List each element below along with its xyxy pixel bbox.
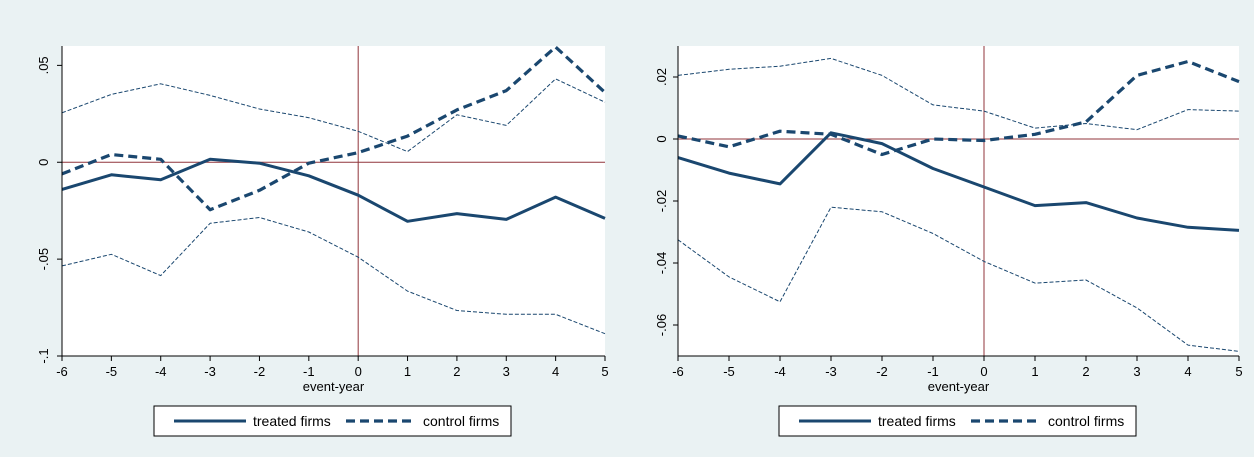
plot-area — [678, 46, 1239, 356]
x-tick-label: -2 — [254, 364, 266, 379]
series-treated-firms — [677, 131, 1240, 232]
series-treated-firms — [61, 157, 606, 223]
confidence-band-line-3 — [677, 206, 1240, 352]
x-tick-label: 1 — [1031, 364, 1038, 379]
x-tick-label: -3 — [204, 364, 216, 379]
x-tick-label: 5 — [601, 364, 608, 379]
chart-panel-2: .02 0 -.02 -.04 -.06 -6 -5 -4 -3 -2 -1 0 1 2 3 4 5 event-… — [654, 46, 1243, 437]
y-tick-label: -.05 — [36, 248, 51, 270]
legend: treated firms control firms — [153, 405, 512, 437]
x-tick-label: -2 — [876, 364, 888, 379]
legend-label-control: control firms — [1048, 413, 1124, 429]
x-tick-label: -6 — [56, 364, 68, 379]
x-tick-label: 0 — [355, 364, 362, 379]
x-tick-label: -4 — [155, 364, 167, 379]
y-tick-label: .02 — [654, 68, 669, 86]
legend-label-control: control firms — [423, 413, 499, 429]
series-control-firms — [677, 59, 1240, 157]
x-tick-label: 3 — [503, 364, 510, 379]
x-tick-label: 2 — [1082, 364, 1089, 379]
y-tick-label: 0 — [36, 159, 51, 166]
legend-label-treated: treated firms — [878, 413, 956, 429]
legend-label-treated: treated firms — [253, 413, 331, 429]
y-tick-label: -.04 — [654, 252, 669, 274]
x-tick-label: -5 — [106, 364, 118, 379]
legend-box — [153, 405, 512, 437]
confidence-band-line-2 — [61, 78, 606, 153]
x-tick-label: 4 — [1184, 364, 1191, 379]
x-tick-label: 5 — [1235, 364, 1242, 379]
confidence-band-line-2 — [677, 57, 1240, 131]
x-axis-title: event-year — [303, 379, 365, 394]
series-control-firms — [61, 45, 607, 212]
x-axis-title: event-year — [928, 379, 990, 394]
x-tick-label: 0 — [980, 364, 987, 379]
y-tick-label: -.06 — [654, 314, 669, 336]
y-tick-label: -.1 — [36, 348, 51, 363]
plot-area — [62, 46, 605, 356]
chart-panel-1: .05 0 -.05 -.1 -6 -5 -4 -3 -2 -1 0 1 2 3 4 5 event-year t… — [36, 45, 609, 437]
legend: treated firms control firms — [778, 405, 1137, 437]
x-tick-label: -5 — [723, 364, 735, 379]
x-tick-label: -1 — [927, 364, 939, 379]
x-tick-label: -6 — [672, 364, 684, 379]
y-tick-label: -.02 — [654, 190, 669, 212]
x-tick-label: -1 — [303, 364, 315, 379]
y-tick-label: 0 — [654, 135, 669, 142]
x-tick-label: 1 — [404, 364, 411, 379]
y-tick-label: .05 — [36, 56, 51, 74]
x-tick-label: -3 — [825, 364, 837, 379]
x-tick-label: 4 — [552, 364, 559, 379]
x-tick-label: -4 — [774, 364, 786, 379]
x-tick-label: 3 — [1133, 364, 1140, 379]
x-tick-label: 2 — [453, 364, 460, 379]
